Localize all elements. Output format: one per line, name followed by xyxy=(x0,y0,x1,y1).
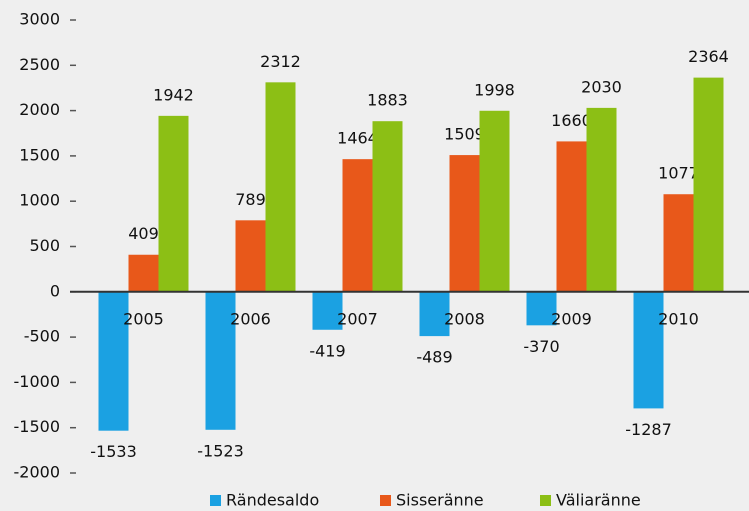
data-label: -489 xyxy=(416,348,452,367)
x-tick-label: 2009 xyxy=(551,309,592,328)
data-label: 1883 xyxy=(367,91,408,110)
x-tick-label: 2006 xyxy=(230,309,271,328)
y-tick-label: 0 xyxy=(50,281,60,300)
data-label: 789 xyxy=(235,190,266,209)
data-label: 1660 xyxy=(551,111,592,130)
data-label: 1998 xyxy=(474,80,515,99)
y-tick-label: -1500 xyxy=(14,417,61,436)
bar xyxy=(235,220,266,292)
y-tick-label: 1000 xyxy=(19,191,60,210)
bar xyxy=(633,291,664,409)
y-tick-label: -2000 xyxy=(14,463,61,482)
bar xyxy=(205,291,236,430)
x-tick-label: 2008 xyxy=(444,309,485,328)
bar xyxy=(419,291,450,337)
data-label: -1533 xyxy=(90,442,137,461)
y-tick-label: 2500 xyxy=(19,55,60,74)
y-tick-label: -500 xyxy=(24,327,60,346)
bar xyxy=(449,155,480,292)
data-label: 2030 xyxy=(581,77,622,96)
bar xyxy=(372,121,403,292)
bar xyxy=(586,107,617,292)
bar xyxy=(312,291,343,330)
legend-swatch xyxy=(540,495,551,506)
bar xyxy=(663,194,694,292)
legend-label: Sisseränne xyxy=(396,491,484,510)
bar xyxy=(693,77,724,292)
bar xyxy=(526,291,557,326)
y-tick-label: 3000 xyxy=(19,10,60,29)
y-tick-label: 1500 xyxy=(19,145,60,164)
data-label: -1523 xyxy=(197,441,244,460)
x-tick-label: 2005 xyxy=(123,309,164,328)
data-label: -370 xyxy=(523,337,559,356)
x-tick-label: 2010 xyxy=(658,309,699,328)
data-label: 1464 xyxy=(337,129,378,148)
bar xyxy=(479,110,510,292)
bar xyxy=(342,159,373,292)
data-label: 2364 xyxy=(688,47,729,66)
legend-swatch xyxy=(210,495,221,506)
data-label: -419 xyxy=(309,341,345,360)
legend-label: Rändesaldo xyxy=(226,491,319,510)
bar xyxy=(98,291,129,431)
data-label: 1942 xyxy=(153,85,194,104)
data-label: 2312 xyxy=(260,52,301,71)
bar xyxy=(158,115,189,292)
legend-swatch xyxy=(380,495,391,506)
y-tick-label: -1000 xyxy=(14,372,61,391)
data-label: 409 xyxy=(128,224,159,243)
bar xyxy=(265,82,296,292)
data-label: 1077 xyxy=(658,164,699,183)
y-tick-label: 2000 xyxy=(19,100,60,119)
bar xyxy=(556,141,587,292)
data-label: -1287 xyxy=(625,420,672,439)
bar xyxy=(128,254,159,292)
data-label: 1509 xyxy=(444,125,485,144)
legend-label: Väliaränne xyxy=(556,491,641,510)
y-tick-label: 500 xyxy=(29,236,60,255)
x-tick-label: 2007 xyxy=(337,309,378,328)
